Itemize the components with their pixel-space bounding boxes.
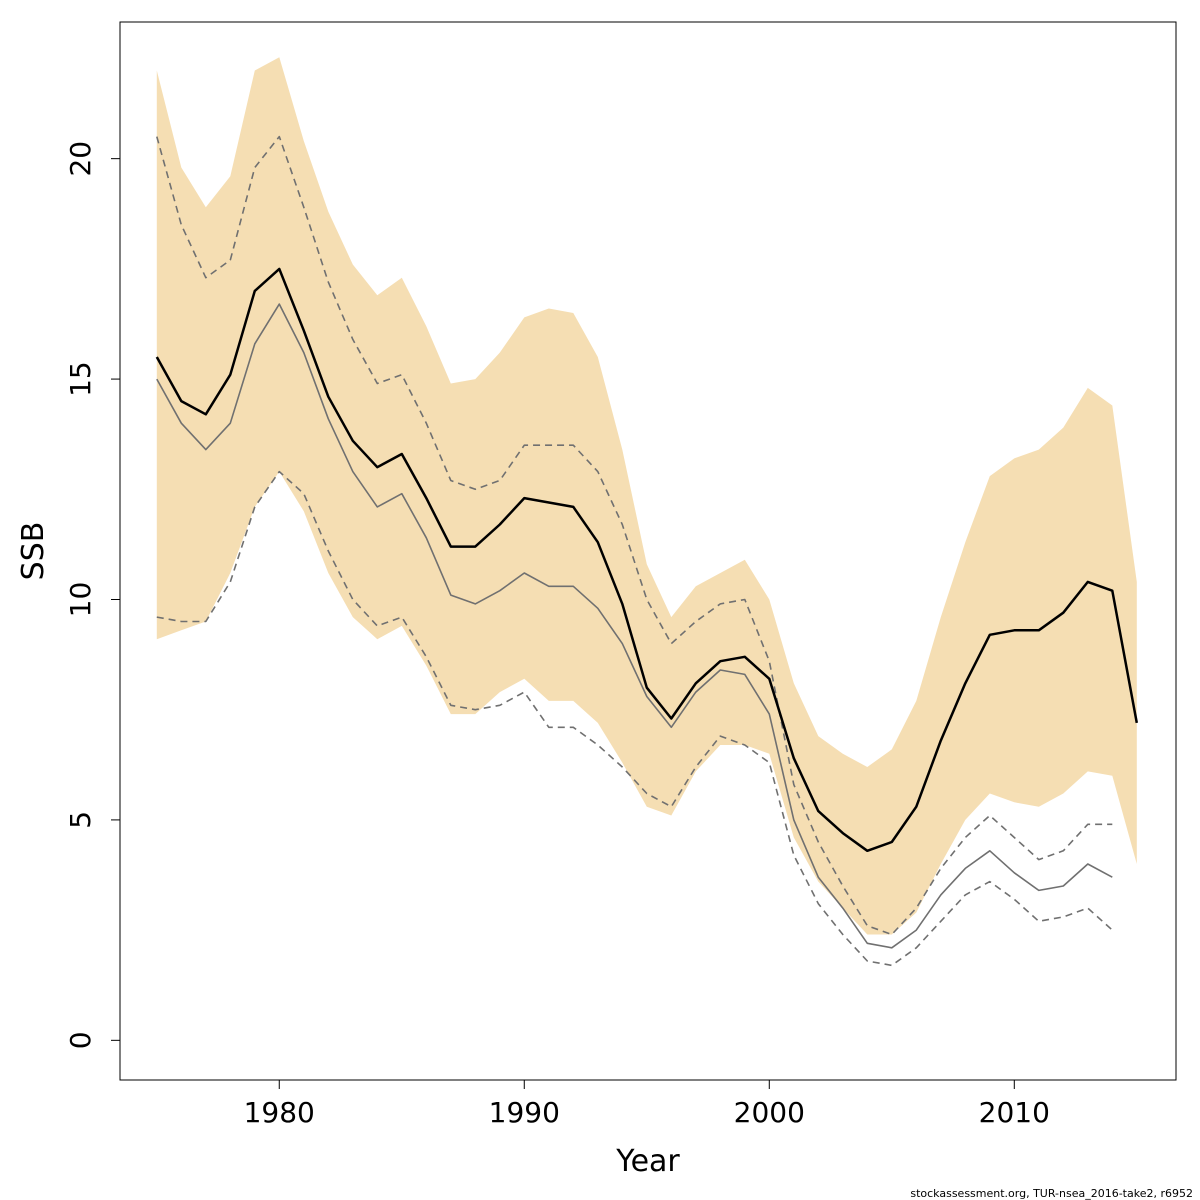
y-tick-label: 5 <box>64 811 97 829</box>
y-tick-label: 20 <box>64 141 97 177</box>
confidence-band <box>156 57 1137 935</box>
x-tick-label: 1980 <box>244 1096 315 1129</box>
x-axis-title: Year <box>615 1144 680 1179</box>
plot-frame <box>119 21 1177 1081</box>
series-line-previous <box>156 303 1113 949</box>
y-axis-title: SSB <box>16 522 51 581</box>
y-tick-label: 15 <box>64 361 97 397</box>
confidence-band-layer <box>156 57 1137 935</box>
series-line-current <box>155 267 1139 853</box>
series-line-previous-lower <box>156 470 1113 967</box>
y-axis: 0 5 10 15 20 <box>64 141 120 1049</box>
x-tick-label: 2000 <box>734 1096 805 1129</box>
x-tick-label: 2010 <box>979 1096 1050 1129</box>
x-tick-label: 1990 <box>489 1096 560 1129</box>
series-line-previous-upper <box>156 135 1113 936</box>
y-tick-label: 0 <box>64 1031 97 1049</box>
x-axis: 1980 1990 2000 2010 <box>244 1080 1050 1129</box>
credit-text: stockassessment.org, TUR-nsea_2016-take2… <box>910 1187 1193 1200</box>
y-tick-label: 10 <box>64 582 97 618</box>
series-line-layer <box>155 135 1139 967</box>
